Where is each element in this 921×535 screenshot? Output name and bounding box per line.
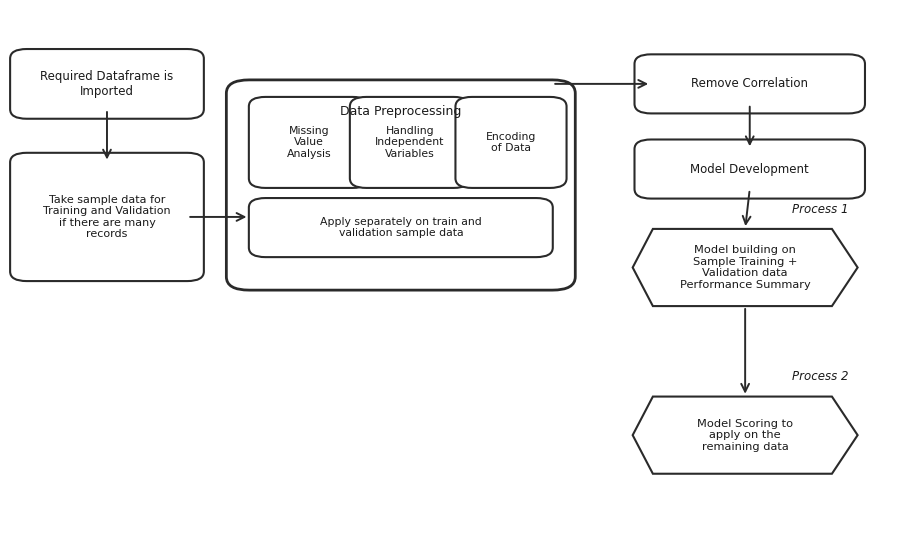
FancyBboxPatch shape <box>249 97 369 188</box>
Text: Apply separately on train and
validation sample data: Apply separately on train and validation… <box>320 217 482 239</box>
Text: Model Development: Model Development <box>691 163 810 175</box>
FancyBboxPatch shape <box>10 49 204 119</box>
FancyBboxPatch shape <box>249 198 553 257</box>
FancyBboxPatch shape <box>456 97 566 188</box>
FancyBboxPatch shape <box>635 55 865 113</box>
FancyBboxPatch shape <box>227 80 576 290</box>
FancyBboxPatch shape <box>350 97 470 188</box>
Text: Take sample data for
Training and Validation
if there are many
records: Take sample data for Training and Valida… <box>43 195 170 239</box>
Text: Required Dataframe is
Imported: Required Dataframe is Imported <box>41 70 174 98</box>
FancyBboxPatch shape <box>635 140 865 198</box>
Text: Missing
Value
Analysis: Missing Value Analysis <box>286 126 332 159</box>
Text: Remove Correlation: Remove Correlation <box>692 78 809 90</box>
Polygon shape <box>633 396 857 473</box>
Text: Process 2: Process 2 <box>792 370 848 383</box>
FancyBboxPatch shape <box>10 153 204 281</box>
Text: Data Preprocessing: Data Preprocessing <box>340 105 461 118</box>
Text: Model Scoring to
apply on the
remaining data: Model Scoring to apply on the remaining … <box>697 418 793 452</box>
Text: Encoding
of Data: Encoding of Data <box>485 132 536 153</box>
Text: Model building on
Sample Training +
Validation data
Performance Summary: Model building on Sample Training + Vali… <box>680 245 810 290</box>
Text: Handling
Independent
Variables: Handling Independent Variables <box>376 126 445 159</box>
Text: Process 1: Process 1 <box>792 203 848 216</box>
Polygon shape <box>633 229 857 306</box>
